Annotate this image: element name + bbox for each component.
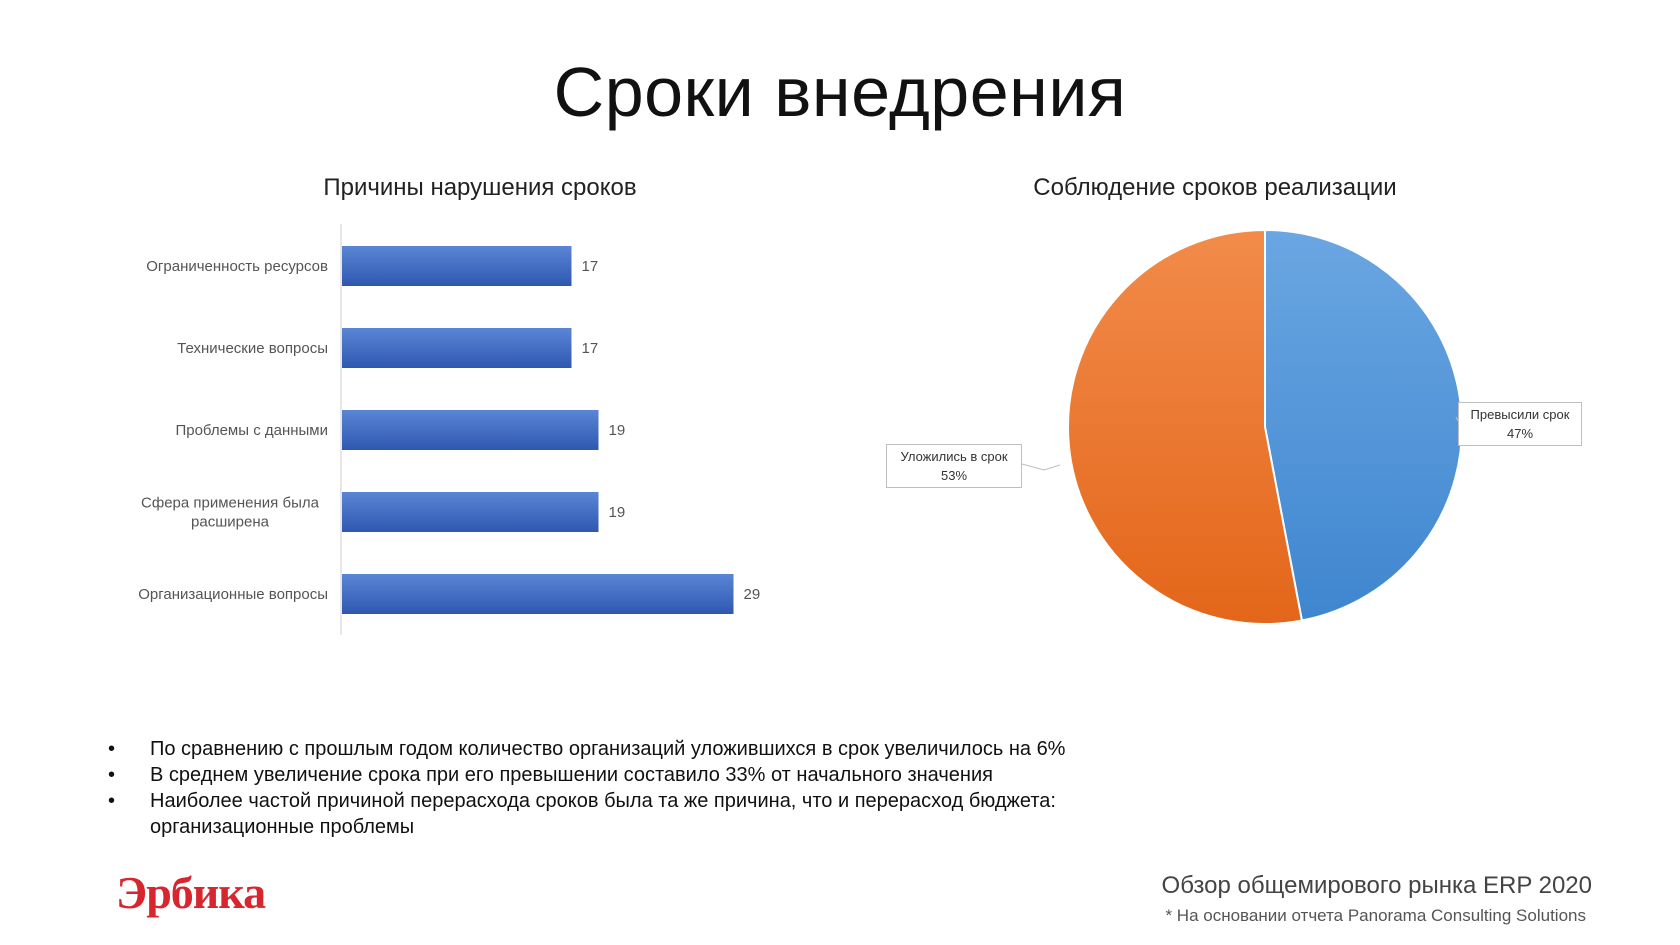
bar [342,246,572,286]
bar-category-label: Ограниченность ресурсов [146,258,328,275]
pie-chart [1021,230,1463,625]
bar [342,492,599,532]
note-item: • Наиболее частой причиной перерасхода ср… [108,788,1208,840]
note-item: • По сравнению с прошлым годом количество… [108,736,1208,762]
bar-category-label: Проблемы с данными [175,422,328,439]
pie-slice [1264,230,1463,622]
notes-list: • По сравнению с прошлым годом количество… [108,736,1208,840]
bar-value-label: 19 [609,504,626,521]
bar-value-label: 17 [582,340,599,357]
bar-value-label: 19 [609,422,626,439]
pie-slice [1067,230,1304,625]
bar-category-label: Технические вопросы [177,340,328,357]
bar-category-label: расширена [191,514,270,531]
pie-label-exceeded-text: Превысили срок [1470,407,1570,422]
pie-label-exceeded: Превысили срок 47% [1458,402,1582,446]
bullet: • [108,764,116,786]
note-text: Наиболее частой причиной перерасхода сро… [150,790,1056,838]
bar-chart-title: Причины нарушения сроков [323,174,637,201]
footer-title: Обзор общемирового рынка ERP 2020 [1161,872,1592,899]
bar [342,410,599,450]
note-text: В среднем увеличение срока при его превы… [150,764,993,786]
bar-chart: Ограниченность ресурсов 17 Технические воп… [138,224,761,635]
bar-value-label: 29 [744,586,761,603]
bullet: • [108,738,116,760]
bullet: • [108,790,116,812]
note-text: По сравнению с прошлым годом количество … [150,738,1066,760]
callout-line-ontime [1021,463,1061,471]
pie-label-ontime-text: Уложились в срок [900,449,1008,464]
note-item: • В среднем увеличение срока при его прев… [108,762,1208,788]
erbika-logo: Эрбика [116,867,266,918]
pie-chart-title: Соблюдение сроков реализации [1033,174,1397,201]
pie-label-ontime: Уложились в срок 53% [886,444,1022,488]
footer-note: * На основании отчета Panorama Consultin… [1165,906,1586,925]
bar [342,574,734,614]
bar [342,328,572,368]
pie-label-exceeded-value: 47% [1506,426,1534,441]
pie-label-ontime-value: 53% [940,468,968,483]
bar-category-label: Организационные вопросы [138,586,328,603]
bar-value-label: 17 [582,258,599,275]
bar-category-label: Сфера применения была [141,495,320,512]
page-title: Сроки внедрения [553,53,1127,131]
